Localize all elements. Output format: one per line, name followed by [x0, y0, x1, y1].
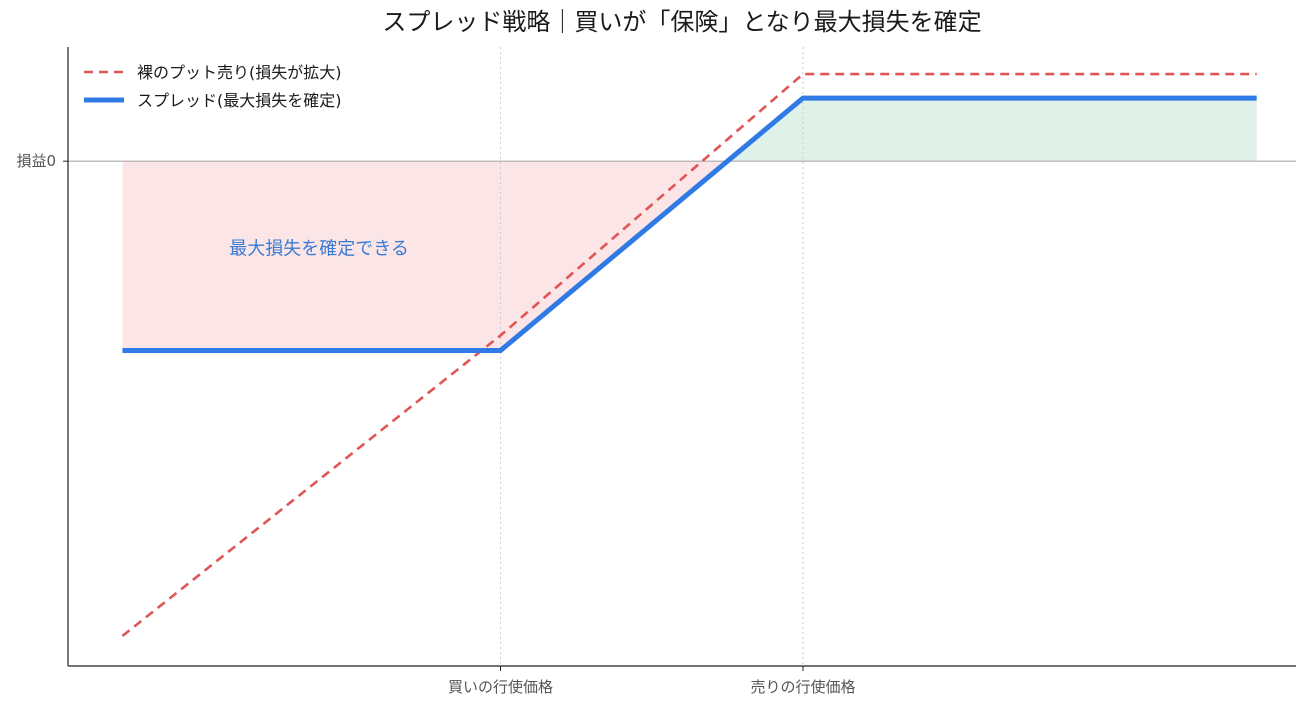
- chart-title: スプレッド戦略｜買いが「保険」となり最大損失を確定: [382, 8, 981, 36]
- legend: 裸のプット売り(損失が拡大) スプレッド(最大損失を確定): [84, 63, 342, 110]
- profit-region: [727, 98, 1257, 162]
- series-spread-line: [122, 95, 1257, 353]
- plot-area: 買いの行使価格 売りの行使価格 損益0 最大損失を確定できる: [16, 47, 1296, 696]
- legend-label-naked-put: 裸のプット売り(損失が拡大): [137, 63, 342, 82]
- x-tick-label-1: 買いの行使価格: [448, 678, 553, 696]
- loss-region: [122, 161, 728, 351]
- series-naked-put-line: [121, 72, 1257, 637]
- legend-label-spread: スプレッド(最大損失を確定): [137, 91, 342, 110]
- x-tick-label-2: 売りの行使価格: [750, 678, 855, 696]
- y-tick-label-1: 損益0: [16, 152, 56, 170]
- annotation-1: 最大損失を確定できる: [229, 238, 409, 259]
